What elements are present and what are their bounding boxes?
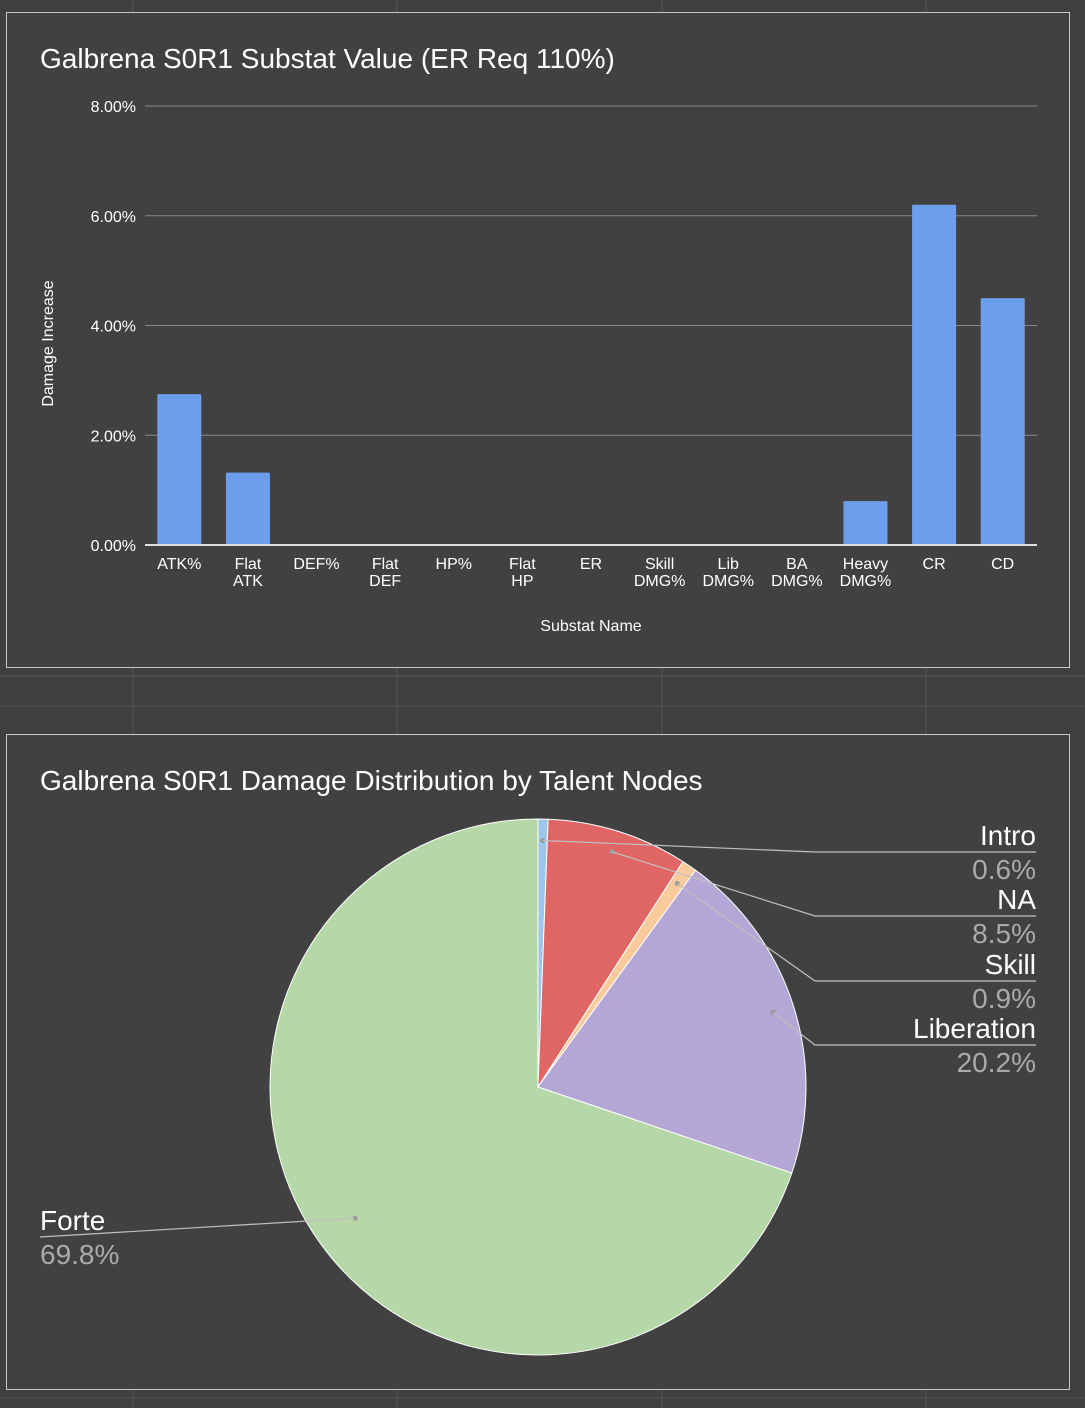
bar-chart: 0.00% 2.00% 4.00% 6.00% 8.00% ATK% Flat ATK DEF%… <box>40 99 1037 635</box>
slice-percent: 8.5% <box>972 918 1036 949</box>
pie-slice <box>537 869 807 1174</box>
leader-line <box>772 1011 1036 1046</box>
pie-chart-panel[interactable]: Galbrena S0R1 Damage Distribution by Tal… <box>6 734 1070 1390</box>
y-tick-label: 0.00% <box>91 538 136 555</box>
bar-chart-panel[interactable]: Galbrena S0R1 Substat Value (ER Req 110%… <box>6 12 1070 668</box>
pie-slice <box>537 818 684 1089</box>
slice-percent: 0.9% <box>972 983 1036 1014</box>
x-tick-label: ATK% <box>157 556 201 573</box>
x-tick-label: Lib DMG% <box>702 556 754 590</box>
y-tick-label: 2.00% <box>91 428 136 445</box>
slice-label: Skill <box>985 949 1036 980</box>
slice-label: Liberation <box>913 1013 1036 1044</box>
x-tick-label: Skill DMG% <box>634 556 686 590</box>
bar-chart-title: Galbrena S0R1 Substat Value (ER Req 110%… <box>40 43 615 74</box>
y-tick-label: 8.00% <box>91 99 136 116</box>
leader-line <box>676 883 1036 982</box>
x-tick-label: ER <box>580 556 602 573</box>
x-tick-label: HP% <box>436 556 472 573</box>
x-tick-label: Flat HP <box>509 556 536 590</box>
slice-percent: 20.2% <box>957 1047 1036 1078</box>
bar <box>980 298 1025 545</box>
pie-slice <box>269 818 793 1356</box>
x-tick-label: CD <box>991 556 1014 573</box>
x-tick-label: DEF% <box>293 556 339 573</box>
x-axis-title: Substat Name <box>540 618 641 635</box>
x-tick-label: CR <box>923 556 946 573</box>
y-tick-label: 4.00% <box>91 319 136 336</box>
slice-percent: 0.6% <box>972 854 1036 885</box>
x-tick-label: Heavy DMG% <box>840 556 892 590</box>
x-tick-label: Flat DEF <box>369 556 401 590</box>
bar <box>157 394 202 545</box>
bar <box>225 472 270 545</box>
bar <box>843 501 888 545</box>
slice-label: Intro <box>980 820 1036 851</box>
bar <box>912 204 957 545</box>
leader-line <box>542 839 1036 853</box>
slice-percent: 69.8% <box>40 1239 119 1270</box>
y-tick-label: 6.00% <box>91 209 136 226</box>
slice-label: NA <box>997 884 1036 915</box>
x-tick-label: BA DMG% <box>771 556 823 590</box>
y-axis-title: Damage Increase <box>40 280 57 406</box>
x-tick-label: Flat ATK <box>233 556 263 590</box>
slice-label: Forte <box>40 1205 105 1236</box>
leader-line <box>611 851 1036 917</box>
pie-chart-title: Galbrena S0R1 Damage Distribution by Tal… <box>40 765 703 796</box>
leader-line <box>39 1217 356 1238</box>
